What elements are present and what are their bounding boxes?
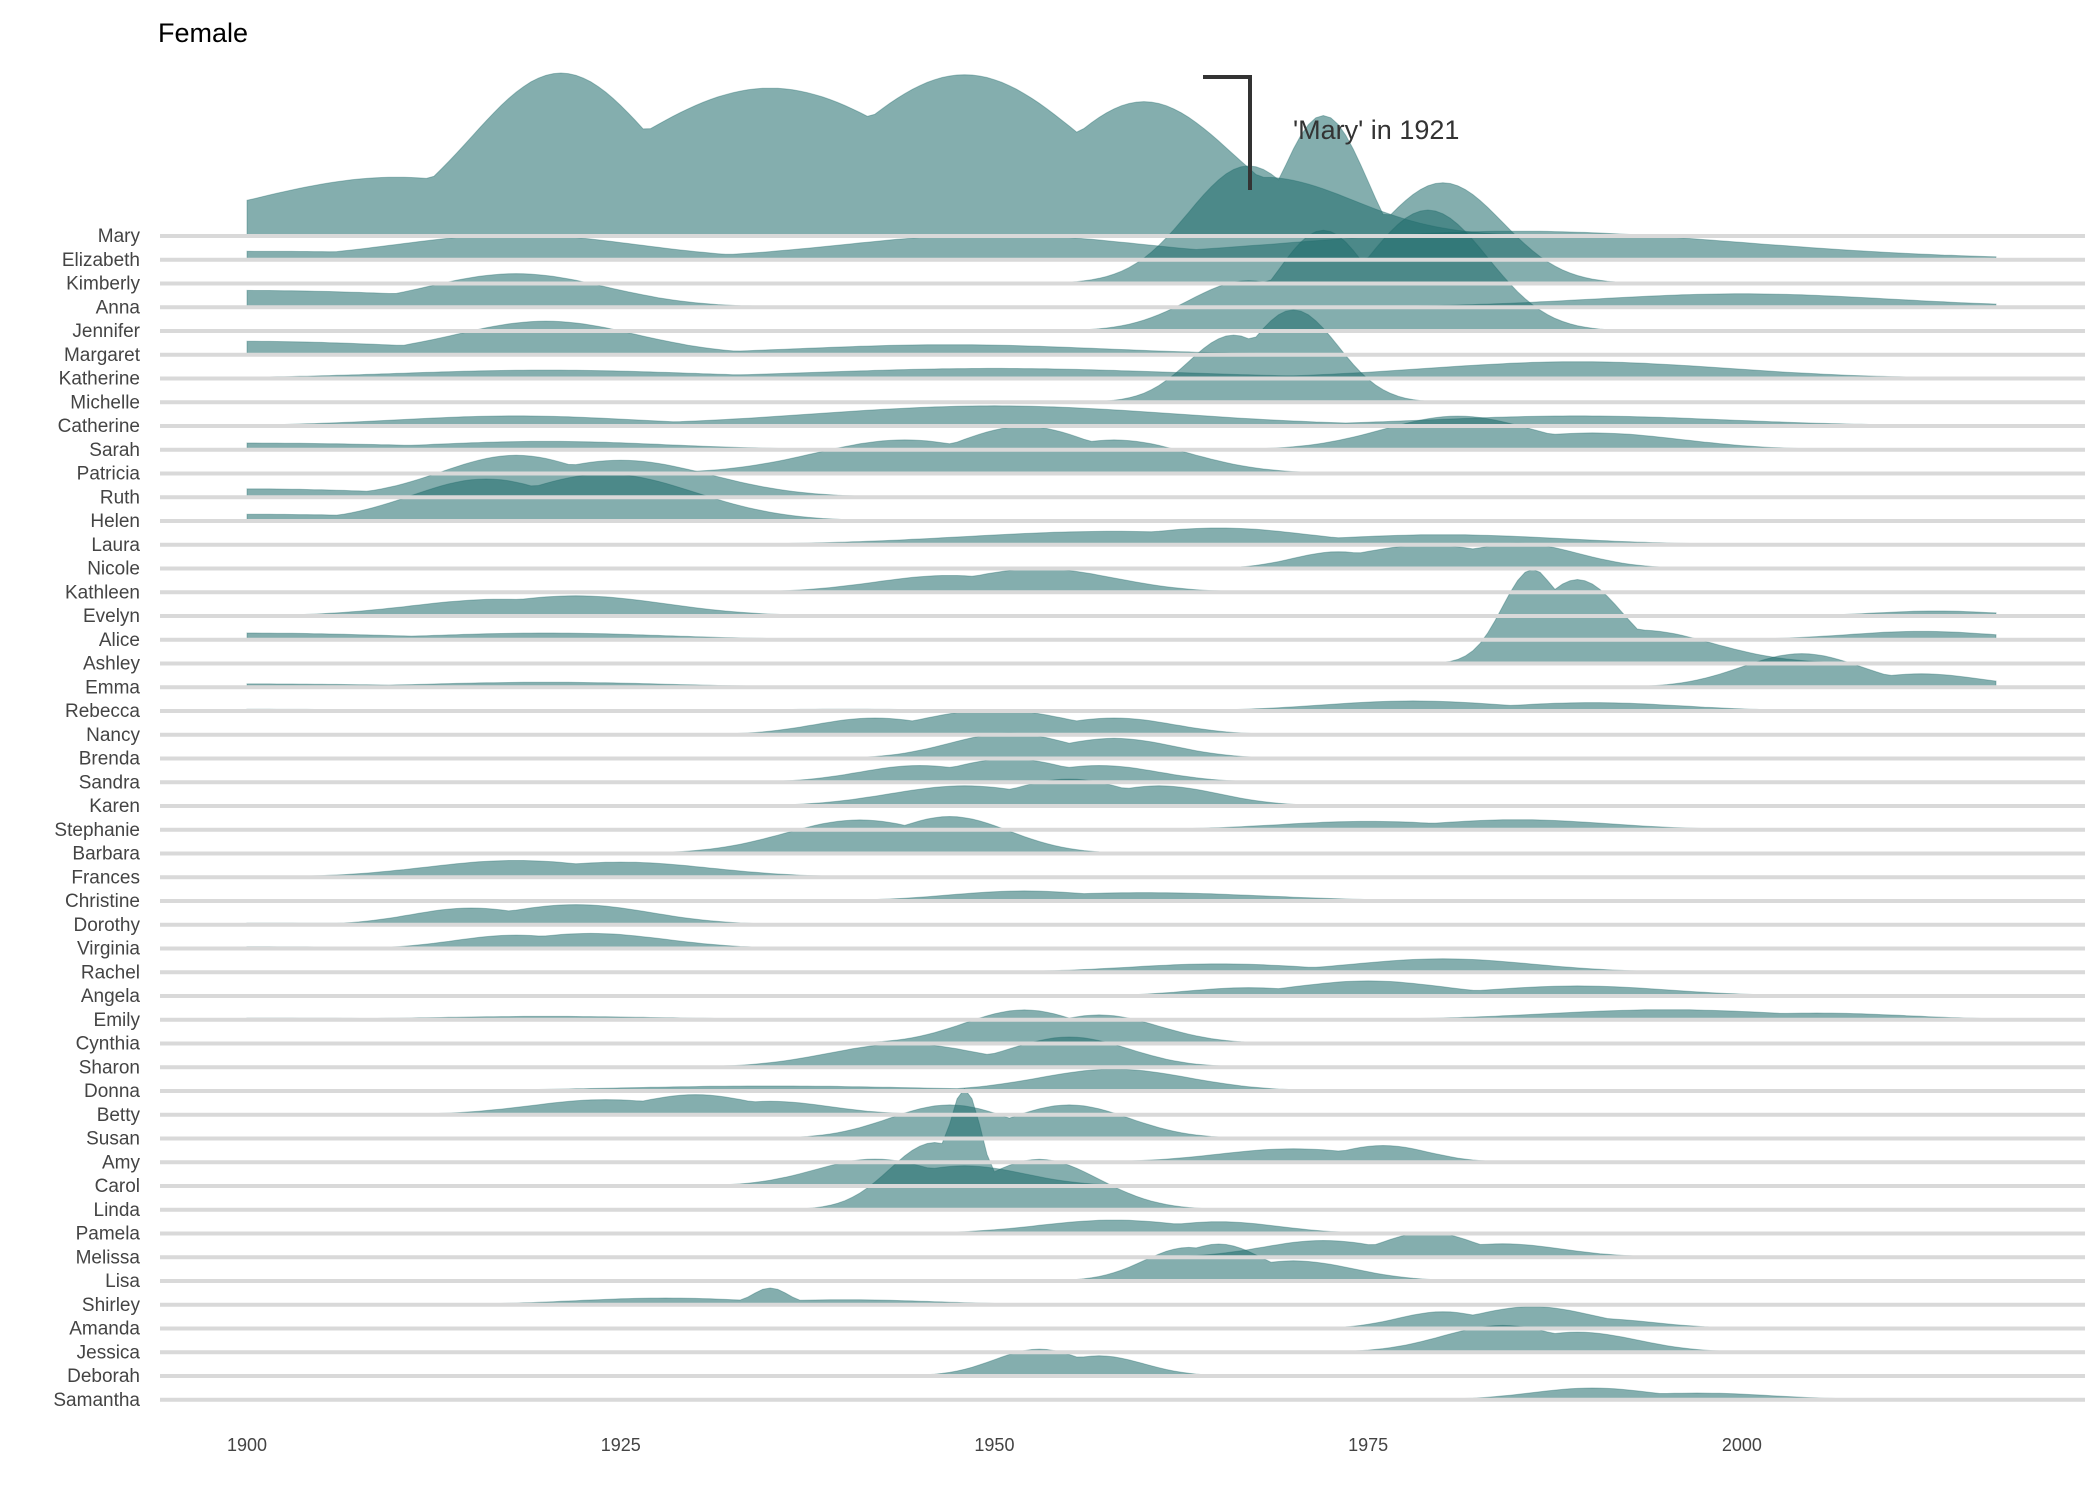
row-label-susan: Susan <box>86 1129 140 1150</box>
row-label-patricia: Patricia <box>77 464 141 485</box>
ridge-sandra <box>246 758 1997 783</box>
ridge-mary <box>246 72 1996 237</box>
row-label-nancy: Nancy <box>86 725 140 746</box>
ridge-betty <box>246 1094 1997 1116</box>
row-label-barbara: Barbara <box>72 844 140 865</box>
ridge-lisa <box>247 1243 1996 1282</box>
ridge-amanda <box>247 1306 1996 1329</box>
row-label-amanda: Amanda <box>69 1319 140 1340</box>
ridge-virginia <box>246 932 1996 949</box>
row-label-mary: Mary <box>98 226 141 247</box>
row-label-brenda: Brenda <box>79 749 141 770</box>
x-tick-1900: 1900 <box>227 1435 267 1455</box>
row-label-betty: Betty <box>97 1105 141 1126</box>
row-label-cynthia: Cynthia <box>76 1034 141 1055</box>
ridge-nicole <box>247 542 1996 569</box>
row-label-catherine: Catherine <box>58 416 140 437</box>
row-label-kathleen: Kathleen <box>65 582 140 603</box>
row-label-rachel: Rachel <box>81 962 140 983</box>
row-label-virginia: Virginia <box>77 939 140 960</box>
row-label-emily: Emily <box>94 1010 141 1031</box>
row-label-ruth: Ruth <box>100 487 140 508</box>
row-label-linda: Linda <box>94 1200 141 1221</box>
x-tick-1975: 1975 <box>1348 1435 1388 1455</box>
row-label-stephanie: Stephanie <box>54 820 140 841</box>
row-label-emma: Emma <box>85 677 140 698</box>
ridge-katherine <box>246 361 1997 379</box>
ridge-catherine <box>246 405 1997 427</box>
row-label-sharon: Sharon <box>79 1057 140 1078</box>
row-label-ashley: Ashley <box>83 654 141 675</box>
row-label-alice: Alice <box>99 630 140 651</box>
row-label-amy: Amy <box>102 1152 141 1173</box>
row-label-donna: Donna <box>84 1081 140 1102</box>
annotation-text: 'Mary' in 1921 <box>1293 115 1459 145</box>
row-label-laura: Laura <box>91 535 140 556</box>
row-label-evelyn: Evelyn <box>83 606 140 627</box>
row-label-pamela: Pamela <box>76 1224 141 1245</box>
ridge-melissa <box>246 1231 1997 1258</box>
annotation-bracket <box>1203 75 1252 190</box>
ridge-shirley <box>246 1287 1997 1306</box>
row-label-sarah: Sarah <box>89 440 140 461</box>
x-tick-1950: 1950 <box>974 1435 1014 1455</box>
row-label-angela: Angela <box>81 986 141 1007</box>
row-label-kimberly: Kimberly <box>66 274 140 295</box>
row-label-anna: Anna <box>96 297 141 318</box>
ridge-barbara <box>247 815 1996 854</box>
row-label-karen: Karen <box>89 796 140 817</box>
row-label-christine: Christine <box>65 891 140 912</box>
row-label-michelle: Michelle <box>70 392 140 413</box>
ridge-linda <box>246 1087 1997 1211</box>
ridge-angela <box>247 980 1996 997</box>
x-axis: 1900 1925 1950 1975 2000 <box>227 1435 1762 1455</box>
row-label-dorothy: Dorothy <box>73 915 140 936</box>
row-label-frances: Frances <box>71 867 140 888</box>
row-label-katherine: Katherine <box>59 369 140 390</box>
row-label-rebecca: Rebecca <box>65 701 140 722</box>
row-label-jessica: Jessica <box>77 1342 141 1363</box>
ridge-nancy <box>246 708 1997 736</box>
row-label-deborah: Deborah <box>67 1366 140 1387</box>
ridge-brenda <box>247 732 1996 759</box>
row-label-nicole: Nicole <box>87 559 140 580</box>
ridge-frances <box>246 860 1997 878</box>
annotation: 'Mary' in 1921 <box>1203 75 1459 190</box>
row-label-jennifer: Jennifer <box>72 321 140 342</box>
x-tick-1925: 1925 <box>601 1435 641 1455</box>
row-label-shirley: Shirley <box>82 1295 141 1316</box>
row-label-helen: Helen <box>90 511 140 532</box>
row-label-sandra: Sandra <box>79 772 141 793</box>
row-label-margaret: Margaret <box>64 345 141 366</box>
row-label-lisa: Lisa <box>105 1271 140 1292</box>
row-label-carol: Carol <box>95 1176 140 1197</box>
ridge-dorothy <box>246 904 1997 926</box>
x-tick-2000: 2000 <box>1722 1435 1762 1455</box>
ridge-amy <box>246 1144 1997 1163</box>
baselines-group <box>160 234 2085 1402</box>
row-label-samantha: Samantha <box>53 1390 140 1411</box>
row-label-melissa: Melissa <box>76 1247 141 1268</box>
row-label-elizabeth: Elizabeth <box>62 250 140 271</box>
ridge-laura <box>246 527 1997 546</box>
ridge-pamela <box>247 1219 1996 1234</box>
ridge-kathleen <box>246 568 1997 593</box>
ridge-evelyn <box>246 595 1997 617</box>
ridge-donna <box>247 1068 1996 1092</box>
chart-title: Female <box>158 18 248 48</box>
